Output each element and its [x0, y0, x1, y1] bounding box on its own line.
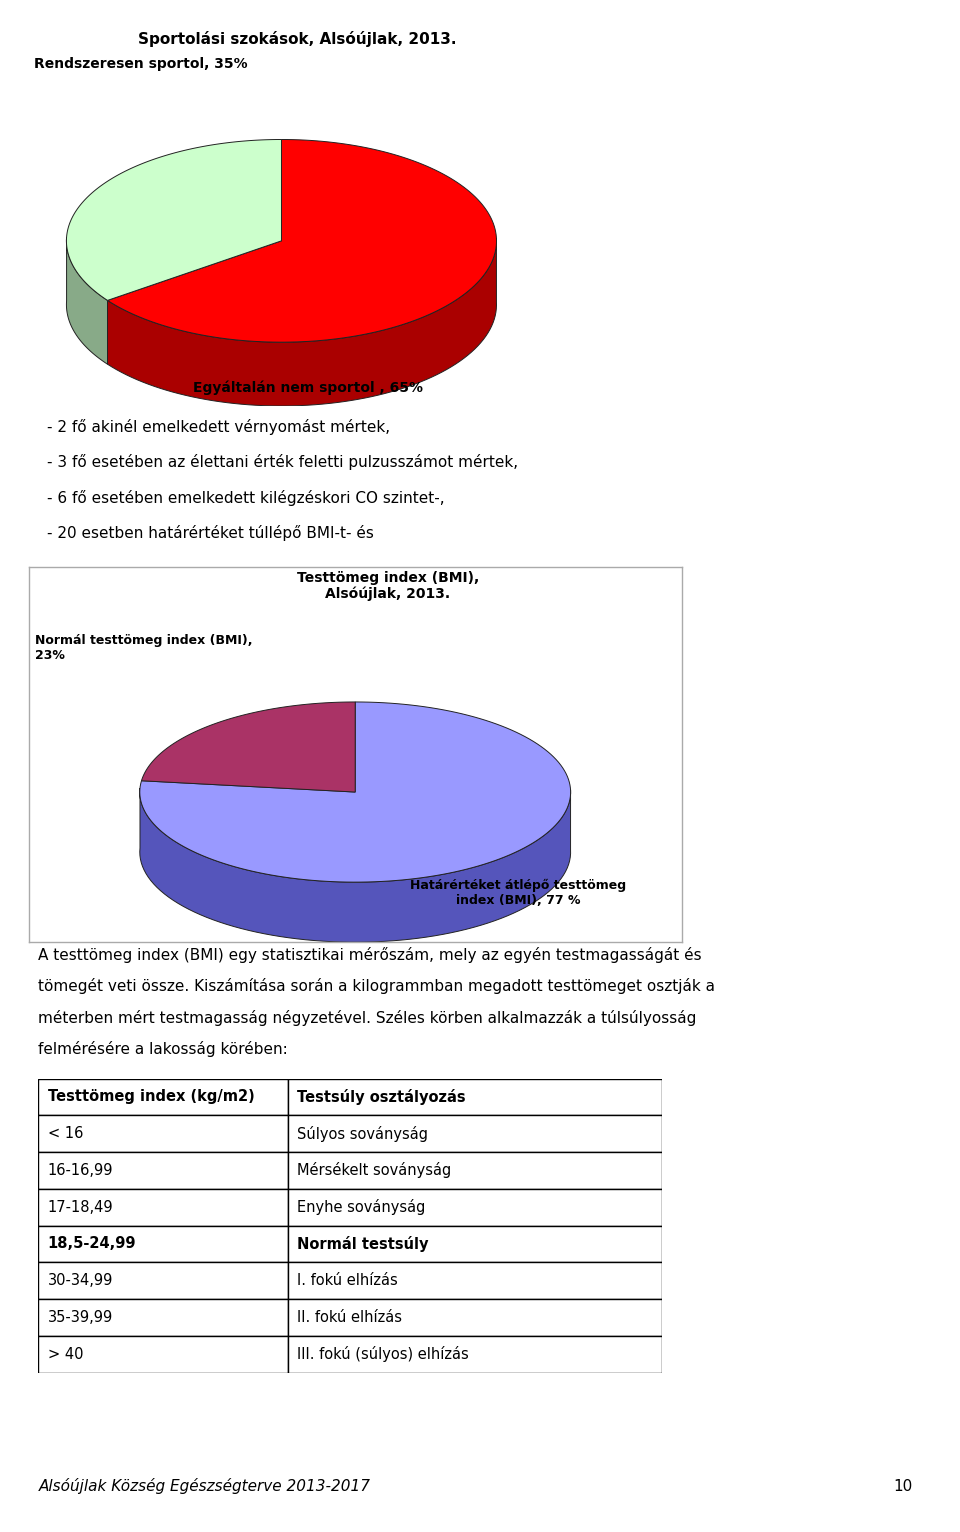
Polygon shape: [141, 702, 355, 792]
Text: Határértéket átlépő testtömeg
index (BMI), 77 %: Határértéket átlépő testtömeg index (BMI…: [410, 878, 627, 907]
Text: méterben mért testmagasság négyzetével. Széles körben alkalmazzák a túlsúlyosság: méterben mért testmagasság négyzetével. …: [38, 1010, 697, 1025]
Text: II. fokú elhízás: II. fokú elhízás: [298, 1310, 402, 1325]
Polygon shape: [66, 237, 108, 365]
FancyBboxPatch shape: [288, 1262, 662, 1299]
Text: felmérésére a lakosság körében:: felmérésére a lakosság körében:: [38, 1042, 288, 1057]
Text: 16-16,99: 16-16,99: [48, 1163, 113, 1178]
Text: - 2 fő akinél emelkedett vérnyomást mértek,: - 2 fő akinél emelkedett vérnyomást mért…: [47, 418, 391, 435]
Text: > 40: > 40: [48, 1347, 84, 1362]
Text: Enyhe soványság: Enyhe soványság: [298, 1200, 425, 1215]
Text: Normál testtömeg index (BMI),
23%: Normál testtömeg index (BMI), 23%: [36, 634, 252, 662]
Text: Súlyos soványság: Súlyos soványság: [298, 1126, 428, 1141]
Text: Testtömeg index (kg/m2): Testtömeg index (kg/m2): [48, 1089, 254, 1105]
Text: < 16: < 16: [48, 1126, 84, 1141]
FancyBboxPatch shape: [38, 1299, 288, 1336]
Text: 10: 10: [894, 1478, 913, 1494]
Polygon shape: [140, 702, 570, 882]
FancyBboxPatch shape: [288, 1079, 662, 1115]
Polygon shape: [108, 139, 496, 342]
FancyBboxPatch shape: [38, 1152, 288, 1189]
Text: Rendszeresen sportol, 35%: Rendszeresen sportol, 35%: [35, 57, 248, 70]
FancyBboxPatch shape: [38, 1079, 288, 1115]
Text: Alsóújlak Község Egészségterve 2013-2017: Alsóújlak Község Egészségterve 2013-2017: [38, 1478, 371, 1494]
FancyBboxPatch shape: [288, 1152, 662, 1189]
FancyBboxPatch shape: [38, 1115, 288, 1152]
FancyBboxPatch shape: [38, 1262, 288, 1299]
Text: - 6 fő esetében emelkedett kilégzéskori CO szintet-,: - 6 fő esetében emelkedett kilégzéskori …: [47, 490, 444, 506]
FancyBboxPatch shape: [38, 1226, 288, 1262]
FancyBboxPatch shape: [288, 1226, 662, 1262]
Text: A testtömeg index (BMI) egy statisztikai mérőszám, mely az egyén testmagasságát : A testtömeg index (BMI) egy statisztikai…: [38, 947, 702, 962]
Text: Egyáltalán nem sportol , 65%: Egyáltalán nem sportol , 65%: [193, 380, 423, 395]
Text: 35-39,99: 35-39,99: [48, 1310, 113, 1325]
Text: 17-18,49: 17-18,49: [48, 1200, 113, 1215]
Text: tömegét veti össze. Kiszámítása során a kilogrammban megadott testtömeget osztjá: tömegét veti össze. Kiszámítása során a …: [38, 979, 715, 994]
FancyBboxPatch shape: [38, 1336, 288, 1373]
Text: 18,5-24,99: 18,5-24,99: [48, 1236, 136, 1252]
Text: Testsúly osztályozás: Testsúly osztályozás: [298, 1089, 466, 1105]
Text: - 3 fő esetében az élettani érték feletti pulzusszámot mértek,: - 3 fő esetében az élettani érték felett…: [47, 453, 518, 470]
FancyBboxPatch shape: [288, 1299, 662, 1336]
Text: III. fokú (súlyos) elhízás: III. fokú (súlyos) elhízás: [298, 1347, 469, 1362]
Text: - 20 esetben határértéket túllépő BMI-t- és: - 20 esetben határértéket túllépő BMI-t-…: [47, 525, 374, 541]
FancyBboxPatch shape: [288, 1189, 662, 1226]
Text: Sportolási szokások, Alsóújlak, 2013.: Sportolási szokások, Alsóújlak, 2013.: [138, 31, 457, 46]
FancyBboxPatch shape: [288, 1336, 662, 1373]
FancyBboxPatch shape: [38, 1189, 288, 1226]
Polygon shape: [66, 139, 281, 300]
FancyBboxPatch shape: [288, 1115, 662, 1152]
Polygon shape: [108, 237, 496, 406]
Text: Testtömeg index (BMI),
Alsóújlak, 2013.: Testtömeg index (BMI), Alsóújlak, 2013.: [297, 570, 479, 602]
Text: Normál testsúly: Normál testsúly: [298, 1236, 429, 1252]
Text: I. fokú elhízás: I. fokú elhízás: [298, 1273, 398, 1288]
Polygon shape: [140, 787, 570, 942]
Text: 30-34,99: 30-34,99: [48, 1273, 113, 1288]
Text: Mérsékelt soványság: Mérsékelt soványság: [298, 1163, 451, 1178]
